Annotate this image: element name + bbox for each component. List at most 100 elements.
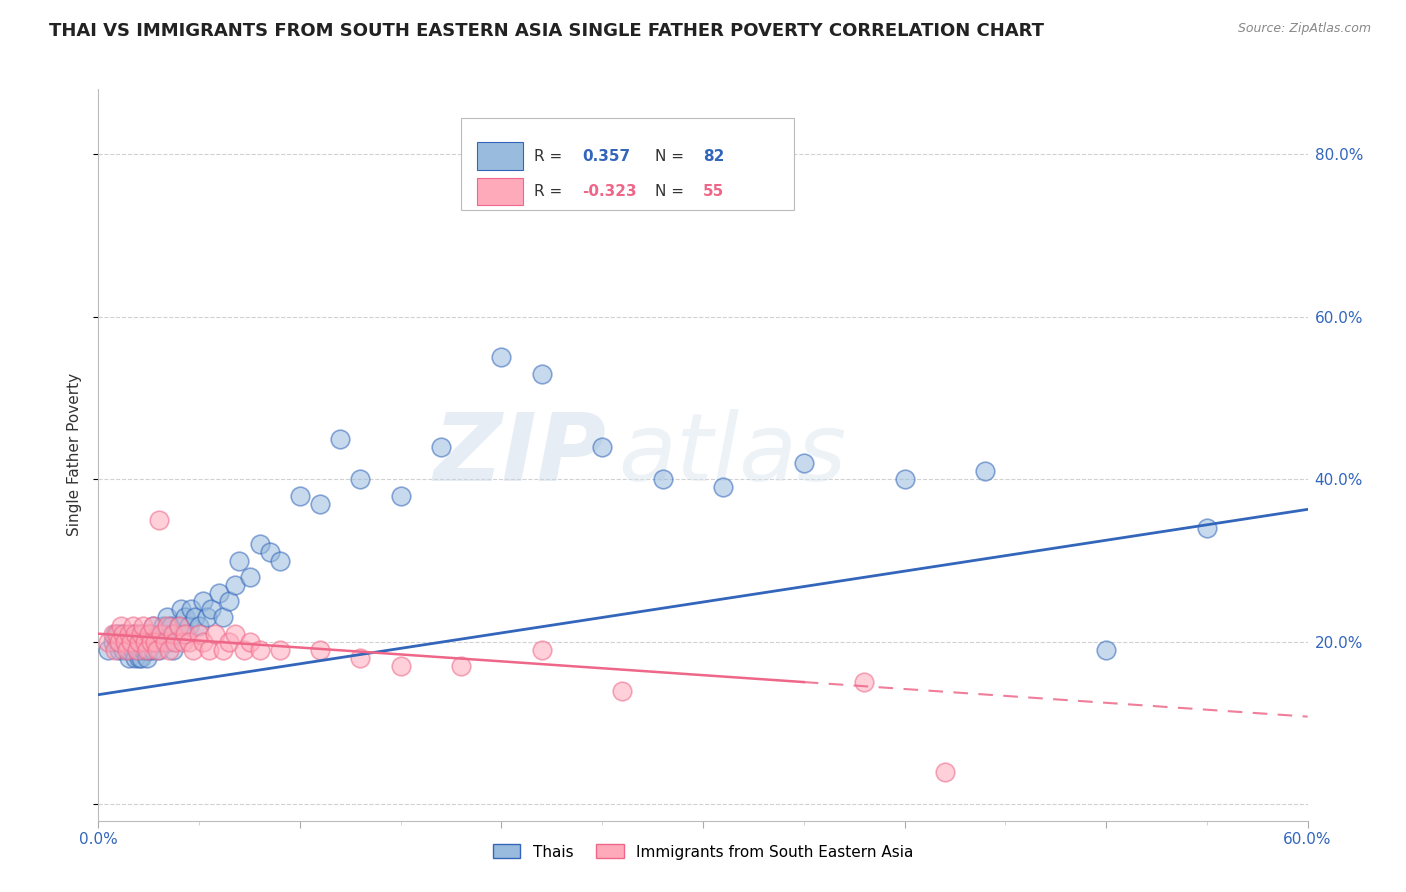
Point: [204, 626, 226, 640]
Point: [132, 626, 155, 640]
Point: [491, 351, 513, 365]
Point: [160, 618, 183, 632]
Point: [138, 635, 160, 649]
Point: [934, 764, 956, 779]
Point: [612, 683, 634, 698]
Point: [711, 480, 734, 494]
Point: [195, 610, 218, 624]
Point: [111, 626, 134, 640]
Point: [309, 643, 332, 657]
Point: [120, 635, 142, 649]
Point: [269, 553, 291, 567]
Point: [142, 618, 165, 632]
Point: [269, 643, 291, 657]
Bar: [477, 178, 523, 205]
Point: [184, 610, 207, 624]
Point: [530, 367, 553, 381]
Point: [149, 635, 172, 649]
Point: [129, 635, 152, 649]
Point: [974, 464, 997, 478]
Point: [105, 635, 128, 649]
Point: [103, 626, 125, 640]
Point: [193, 594, 215, 608]
Point: [651, 472, 673, 486]
Point: [239, 635, 262, 649]
Point: [188, 626, 211, 640]
Text: N =: N =: [655, 184, 683, 199]
Point: [181, 643, 204, 657]
Point: [172, 626, 194, 640]
Point: [111, 626, 134, 640]
Point: [121, 643, 143, 657]
Point: [218, 594, 240, 608]
Point: [139, 635, 162, 649]
Point: [128, 651, 150, 665]
Point: [146, 643, 169, 657]
Text: THAI VS IMMIGRANTS FROM SOUTH EASTERN ASIA SINGLE FATHER POVERTY CORRELATION CHA: THAI VS IMMIGRANTS FROM SOUTH EASTERN AS…: [49, 22, 1045, 40]
Point: [450, 659, 472, 673]
Point: [180, 602, 202, 616]
Point: [135, 651, 157, 665]
Point: [118, 651, 141, 665]
Point: [132, 618, 155, 632]
Point: [153, 626, 176, 640]
Point: [148, 643, 170, 657]
Point: [208, 586, 231, 600]
Point: [107, 635, 129, 649]
Point: [120, 626, 142, 640]
Point: [793, 456, 815, 470]
Point: [135, 643, 157, 657]
Point: [134, 643, 156, 657]
Point: [143, 635, 166, 649]
Point: [193, 635, 215, 649]
Point: [120, 635, 142, 649]
Point: [591, 440, 613, 454]
Point: [152, 618, 174, 632]
Point: [224, 578, 246, 592]
Point: [121, 618, 143, 632]
Point: [125, 643, 148, 657]
Text: Source: ZipAtlas.com: Source: ZipAtlas.com: [1237, 22, 1371, 36]
Point: [107, 643, 129, 657]
Point: [249, 537, 271, 551]
Point: [249, 643, 271, 657]
Point: [124, 626, 146, 640]
Text: 0.357: 0.357: [582, 149, 630, 163]
Point: [349, 472, 371, 486]
Point: [124, 626, 146, 640]
Point: [134, 635, 156, 649]
Text: -0.323: -0.323: [582, 184, 637, 199]
Point: [157, 635, 180, 649]
Point: [179, 635, 201, 649]
Point: [142, 643, 165, 657]
Point: [389, 659, 412, 673]
Point: [129, 651, 152, 665]
Point: [128, 626, 150, 640]
Point: [172, 635, 194, 649]
Point: [103, 643, 125, 657]
Point: [149, 626, 172, 640]
Text: 55: 55: [703, 184, 724, 199]
Point: [143, 635, 166, 649]
Point: [218, 635, 240, 649]
Point: [107, 626, 129, 640]
Text: R =: R =: [534, 149, 562, 163]
Point: [212, 610, 235, 624]
Point: [121, 635, 143, 649]
Point: [162, 643, 184, 657]
Point: [1195, 521, 1218, 535]
Point: [97, 635, 120, 649]
Y-axis label: Single Father Poverty: Single Father Poverty: [67, 374, 83, 536]
Point: [134, 635, 156, 649]
Point: [389, 489, 412, 503]
Point: [105, 626, 128, 640]
Bar: [477, 142, 523, 170]
Text: N =: N =: [655, 149, 683, 163]
Point: [288, 489, 311, 503]
Point: [125, 643, 148, 657]
Point: [228, 553, 250, 567]
Point: [163, 626, 186, 640]
Point: [163, 635, 186, 649]
Point: [128, 643, 150, 657]
Point: [162, 626, 184, 640]
